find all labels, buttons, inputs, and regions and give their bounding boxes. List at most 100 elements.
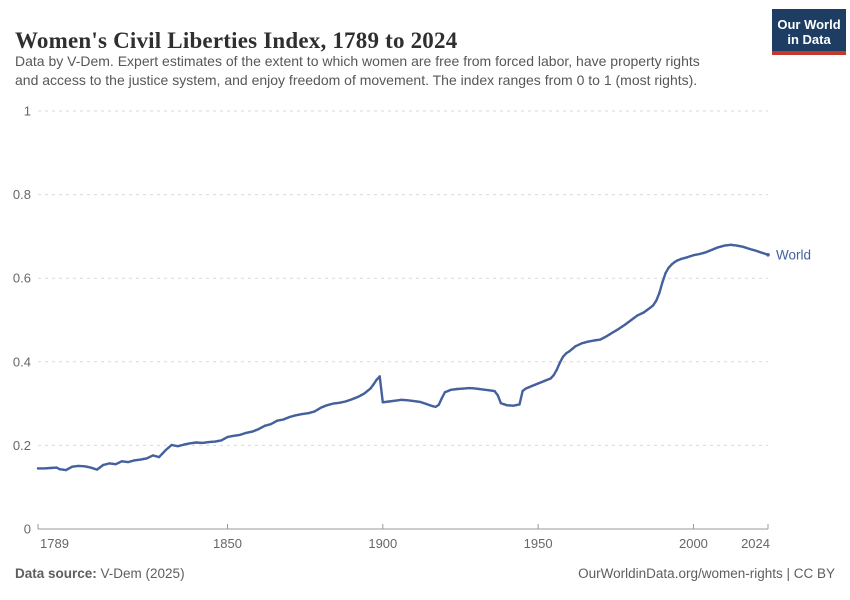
data-point (207, 440, 211, 444)
data-point (307, 412, 310, 415)
data-point (331, 402, 335, 405)
data-point (757, 250, 760, 253)
data-point (142, 457, 145, 461)
data-point (766, 253, 770, 257)
data-point (527, 386, 530, 389)
data-point (477, 387, 481, 391)
owid-logo[interactable]: Our World in Data (772, 9, 846, 55)
y-tick-label: 1 (24, 104, 31, 119)
data-point (397, 399, 400, 402)
data-point (176, 445, 179, 448)
data-point (577, 343, 580, 347)
data-point (704, 251, 708, 254)
data-point (617, 327, 621, 330)
data-point (536, 382, 540, 385)
data-point (170, 443, 173, 447)
data-point (636, 314, 639, 317)
data-point (344, 400, 347, 403)
data-point (639, 312, 642, 316)
data-point (67, 467, 71, 470)
data-point (102, 463, 105, 467)
x-tick-label: 1789 (40, 536, 69, 551)
data-point (126, 460, 130, 464)
y-tick-label: 0 (24, 522, 31, 537)
data-point (46, 467, 49, 470)
data-point (428, 403, 431, 407)
x-tick-label: 1900 (368, 536, 397, 551)
chart-subtitle: Data by V-Dem. Expert estimates of the e… (15, 52, 700, 90)
data-point (276, 419, 279, 422)
data-point (745, 246, 748, 250)
data-point (468, 386, 471, 390)
data-point (602, 336, 605, 340)
data-point (546, 378, 549, 381)
data-point (74, 465, 77, 468)
data-point (182, 443, 186, 446)
data-point (291, 414, 294, 418)
data-point (204, 441, 207, 444)
data-point (558, 361, 562, 364)
credit-link[interactable]: OurWorldinData.org/women-rights | CC BY (578, 566, 835, 581)
data-point (623, 323, 627, 326)
data-point (608, 333, 611, 336)
owid-logo-line1: Our World (777, 17, 841, 32)
data-point (164, 449, 167, 452)
data-point (223, 437, 226, 440)
data-point (89, 466, 93, 469)
data-point (387, 400, 391, 403)
data-point (449, 388, 453, 391)
data-point (92, 467, 96, 470)
data-point (384, 400, 388, 404)
data-point (285, 417, 288, 420)
data-point (294, 414, 297, 417)
data-point (123, 460, 127, 463)
data-point (586, 340, 589, 343)
data-point (390, 399, 394, 403)
data-point (512, 404, 515, 407)
series-end-label[interactable]: World (776, 247, 811, 262)
data-point (319, 406, 322, 409)
data-point (226, 435, 229, 439)
data-point (161, 452, 164, 455)
data-point (105, 463, 108, 466)
data-point (248, 431, 251, 434)
data-point (574, 345, 577, 348)
data-point (533, 383, 537, 386)
data-point (49, 466, 52, 470)
data-source-label: Data source: (15, 566, 97, 581)
data-point (642, 311, 645, 314)
data-point (561, 355, 565, 358)
data-point (471, 387, 475, 390)
data-point (229, 435, 232, 438)
data-point (213, 440, 217, 443)
data-point (173, 444, 176, 447)
data-point (592, 339, 596, 342)
data-point (64, 468, 68, 472)
data-point (422, 401, 425, 405)
y-tick-label: 0.2 (13, 438, 31, 453)
data-point (335, 402, 338, 405)
data-point (415, 400, 419, 403)
data-point (568, 350, 571, 353)
data-point (111, 462, 114, 465)
data-point (627, 321, 630, 324)
data-point (36, 467, 40, 470)
data-source-note: Data source: V-Dem (2025) (15, 566, 185, 581)
y-tick-label: 0.6 (13, 271, 31, 286)
data-point (257, 427, 260, 431)
data-point (540, 381, 543, 384)
data-point (406, 399, 409, 402)
data-point (505, 404, 509, 407)
data-point (241, 432, 245, 436)
data-point (260, 426, 263, 429)
data-point (751, 248, 754, 251)
data-point (363, 392, 366, 395)
data-point (328, 403, 332, 406)
data-point (185, 442, 189, 446)
data-point (151, 454, 155, 457)
data-point (409, 399, 412, 402)
data-point (741, 245, 745, 248)
data-point (71, 465, 74, 468)
